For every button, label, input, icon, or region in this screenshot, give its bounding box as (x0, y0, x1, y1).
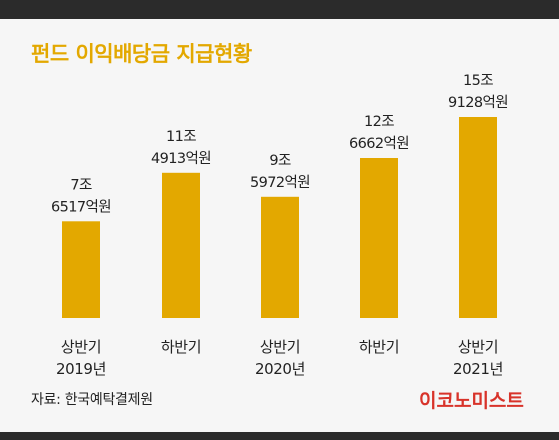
category-label-0-1: 2019년 (56, 360, 106, 378)
bar-4 (459, 117, 497, 318)
value-label-0-1: 6517억원 (51, 198, 111, 215)
bar-2 (261, 196, 299, 318)
category-label-3-0: 하반기 (359, 338, 399, 356)
source-note: 자료: 한국예탁결제원 (31, 392, 153, 408)
value-label-1-0: 11조 (166, 129, 196, 145)
category-label-0-0: 상반기 (61, 338, 101, 356)
bar-3 (360, 158, 398, 318)
chart-title: 펀드 이익배당금 지급현황 (31, 42, 252, 66)
bars-group (62, 117, 497, 318)
bar-1 (162, 172, 200, 318)
value-label-3-0: 12조 (364, 114, 394, 130)
category-labels-group: 상반기 2019년 하반기 상반기 2020년 하반기 상반기 2021년 (56, 338, 503, 378)
category-label-2-0: 상반기 (260, 338, 300, 356)
bar-0 (62, 221, 100, 318)
value-label-2-1: 5972억원 (250, 174, 310, 191)
value-labels-group: 7조 6517억원 11조 4913억원 9조 5972억원 12조 6662억원 15조 912… (51, 73, 509, 215)
value-label-4-1: 9128억원 (448, 94, 508, 111)
value-label-0-0: 7조 (70, 177, 92, 193)
top-bar (0, 0, 559, 19)
bottom-bar (0, 432, 559, 440)
category-label-2-1: 2020년 (255, 360, 305, 378)
category-label-4-1: 2021년 (453, 360, 503, 378)
value-label-1-1: 4913억원 (151, 150, 211, 167)
value-label-4-0: 15조 (463, 73, 493, 89)
category-label-4-0: 상반기 (458, 338, 498, 356)
category-label-1-0: 하반기 (161, 338, 201, 356)
value-label-2-0: 9조 (269, 153, 291, 169)
brand-logo: 이코노미스트 (419, 390, 524, 412)
value-label-3-1: 6662억원 (349, 135, 409, 152)
